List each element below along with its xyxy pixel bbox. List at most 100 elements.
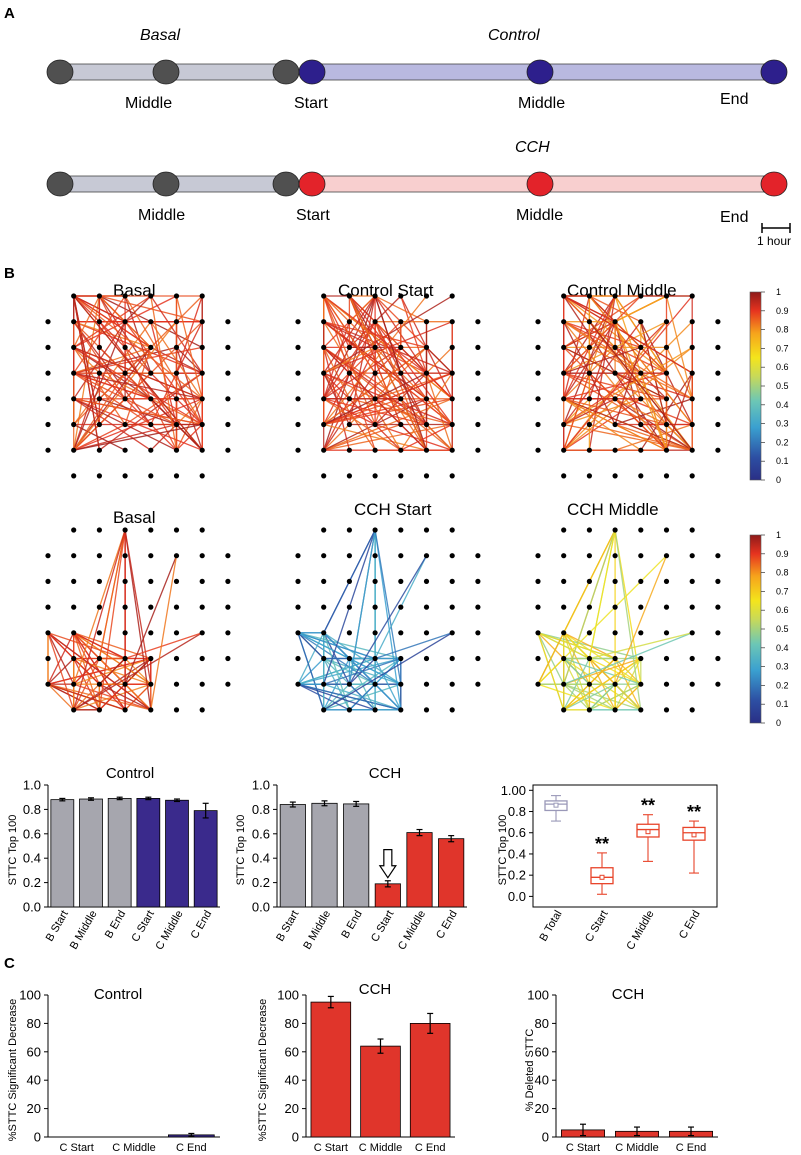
- network-edge: [47, 683, 75, 711]
- network-node: [225, 447, 231, 453]
- network-node: [148, 319, 154, 325]
- network-edge: [73, 632, 100, 685]
- y-axis-label: STTC Top 100: [7, 815, 19, 886]
- network-edge: [124, 347, 152, 425]
- network-node: [96, 655, 102, 662]
- network-node: [122, 370, 128, 376]
- network-node: [372, 473, 378, 479]
- network-edge: [124, 683, 152, 711]
- box-mean: [599, 874, 605, 880]
- y-tick-label: 0.4: [252, 851, 270, 866]
- network-node: [398, 396, 404, 402]
- y-tick-label: 1.0: [252, 778, 270, 793]
- network-node: [372, 319, 378, 325]
- timeline-node: [760, 171, 788, 197]
- network-node: [423, 604, 430, 610]
- y-tick-label: 1.0: [23, 778, 41, 793]
- network-edge: [47, 632, 75, 685]
- network-node: [586, 553, 593, 559]
- network-edge: [400, 295, 428, 374]
- network-node: [475, 553, 481, 559]
- network-node: [561, 447, 567, 453]
- y-tick-label: 0.6: [252, 826, 270, 841]
- colorbar-tick-label: 0.9: [776, 549, 789, 559]
- network-node: [475, 578, 481, 585]
- network-node: [475, 681, 481, 687]
- network-node: [372, 370, 378, 376]
- network-node: [225, 655, 231, 662]
- network-node: [535, 370, 541, 376]
- network-edge: [563, 658, 590, 685]
- network-node: [398, 630, 404, 636]
- bar: [193, 810, 218, 908]
- network-node: [199, 707, 205, 713]
- network-node: [225, 578, 231, 585]
- colorbar-tick-label: 0.7: [776, 343, 789, 353]
- network-node: [295, 553, 301, 559]
- network-node: [321, 553, 327, 559]
- network-node: [321, 396, 327, 402]
- network-node: [346, 604, 352, 610]
- box-mean: [645, 829, 651, 835]
- network-node: [689, 630, 695, 636]
- chart-title: CCH: [612, 986, 645, 1003]
- network-panel: [295, 527, 481, 713]
- y-tick-label: 80: [535, 1016, 549, 1031]
- network-edge: [563, 658, 590, 711]
- network-node: [122, 655, 128, 662]
- bar: [343, 803, 370, 908]
- x-tick-label: C Start: [583, 909, 611, 945]
- network-node: [199, 553, 205, 559]
- network-node: [372, 447, 378, 453]
- network-edge: [588, 683, 616, 711]
- network-edge: [589, 632, 693, 660]
- timeline-node: [526, 171, 554, 197]
- network-node: [122, 447, 128, 453]
- network-node: [638, 447, 644, 453]
- network-node: [612, 344, 618, 350]
- network-node: [689, 604, 695, 610]
- network-node: [173, 447, 180, 453]
- network-node: [173, 553, 180, 559]
- network-edge: [124, 529, 152, 710]
- network-edge: [563, 321, 616, 400]
- network-node: [663, 344, 670, 350]
- network-node: [295, 447, 301, 453]
- x-tick-label: B Middle: [68, 909, 100, 952]
- network-node: [96, 604, 102, 610]
- colorbar-tick-label: 0.2: [776, 680, 789, 690]
- network-node: [638, 553, 644, 559]
- timeline-node: [46, 59, 74, 85]
- network-edge: [374, 321, 453, 425]
- network-node: [586, 421, 593, 428]
- network-node: [346, 293, 352, 299]
- network-node: [586, 293, 593, 299]
- network-edge: [614, 347, 642, 425]
- network-node: [321, 473, 327, 479]
- network-node: [96, 370, 102, 376]
- y-tick-label: 0.8: [252, 802, 270, 817]
- network-edge: [563, 398, 642, 451]
- network-node: [398, 578, 404, 585]
- colorbar-tick-label: 0: [776, 718, 781, 728]
- network-node: [199, 681, 205, 687]
- network-edge: [563, 683, 616, 711]
- network-node: [199, 604, 205, 610]
- network-edge: [563, 398, 642, 426]
- network-edge: [73, 529, 126, 711]
- network-node: [96, 630, 102, 636]
- colorbar-tick-label: 0.9: [776, 306, 789, 316]
- network-edge: [588, 321, 693, 451]
- network-node: [71, 421, 77, 428]
- colorbar-tick-label: 0.3: [776, 419, 789, 429]
- network-node: [449, 578, 455, 585]
- network-panel: [535, 527, 721, 713]
- network-node: [71, 655, 77, 662]
- network-edge: [73, 295, 203, 425]
- network-edge: [400, 423, 453, 451]
- network-node: [663, 681, 670, 687]
- network-node: [225, 604, 231, 610]
- panel-letter-c: C: [4, 955, 15, 972]
- network-node: [199, 578, 205, 585]
- network-node: [148, 370, 154, 376]
